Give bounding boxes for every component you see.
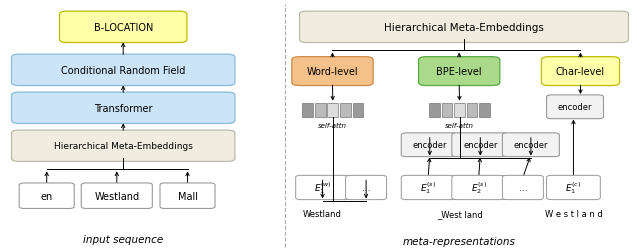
Text: Hierarchical Meta-Embeddings: Hierarchical Meta-Embeddings xyxy=(384,23,544,33)
Text: Mall: Mall xyxy=(177,191,198,201)
Text: Word-level: Word-level xyxy=(307,67,358,77)
Text: ...: ... xyxy=(518,183,527,192)
Bar xyxy=(315,104,326,117)
Bar xyxy=(429,104,440,117)
Bar xyxy=(454,104,465,117)
FancyBboxPatch shape xyxy=(300,12,628,43)
FancyBboxPatch shape xyxy=(401,176,455,200)
Bar xyxy=(340,104,351,117)
FancyBboxPatch shape xyxy=(19,183,74,209)
FancyBboxPatch shape xyxy=(12,131,235,162)
Text: encoder: encoder xyxy=(514,141,548,150)
FancyBboxPatch shape xyxy=(419,57,500,86)
FancyBboxPatch shape xyxy=(12,93,235,124)
Text: ...: ... xyxy=(362,183,371,192)
Text: Westland: Westland xyxy=(303,209,342,218)
Text: Westland: Westland xyxy=(94,191,140,201)
Text: en: en xyxy=(40,191,53,201)
Text: Char-level: Char-level xyxy=(556,67,605,77)
FancyBboxPatch shape xyxy=(452,133,509,157)
Text: B-LOCATION: B-LOCATION xyxy=(93,23,153,33)
FancyBboxPatch shape xyxy=(12,55,235,86)
Bar xyxy=(353,104,364,117)
Text: Transformer: Transformer xyxy=(94,103,152,113)
Bar xyxy=(479,104,490,117)
Text: _West land: _West land xyxy=(436,209,483,218)
Text: meta-representations: meta-representations xyxy=(403,236,516,246)
FancyBboxPatch shape xyxy=(547,96,604,119)
Text: encoder: encoder xyxy=(413,141,447,150)
FancyBboxPatch shape xyxy=(547,176,600,200)
Text: self-attn: self-attn xyxy=(445,122,474,128)
Text: $E_1^{(s)}$: $E_1^{(s)}$ xyxy=(420,180,436,196)
FancyBboxPatch shape xyxy=(160,183,215,209)
FancyBboxPatch shape xyxy=(60,12,187,43)
FancyBboxPatch shape xyxy=(452,176,506,200)
FancyBboxPatch shape xyxy=(296,176,349,200)
Bar xyxy=(303,104,313,117)
Text: BPE-level: BPE-level xyxy=(436,67,482,77)
FancyBboxPatch shape xyxy=(81,183,152,209)
FancyBboxPatch shape xyxy=(502,133,559,157)
Text: encoder: encoder xyxy=(558,103,592,112)
Text: self-attn: self-attn xyxy=(318,122,348,128)
FancyBboxPatch shape xyxy=(502,176,543,200)
Text: Hierarchical Meta-Embeddings: Hierarchical Meta-Embeddings xyxy=(54,142,193,151)
Bar xyxy=(467,104,477,117)
FancyBboxPatch shape xyxy=(346,176,387,200)
Bar xyxy=(328,104,338,117)
Text: encoder: encoder xyxy=(463,141,497,150)
Text: Conditional Random Field: Conditional Random Field xyxy=(61,66,186,76)
FancyBboxPatch shape xyxy=(292,57,373,86)
Text: $E_1^{(c)}$: $E_1^{(c)}$ xyxy=(565,180,582,196)
Text: input sequence: input sequence xyxy=(83,234,164,244)
Text: $E_1^{(w)}$: $E_1^{(w)}$ xyxy=(314,180,332,196)
FancyBboxPatch shape xyxy=(401,133,458,157)
FancyBboxPatch shape xyxy=(541,57,620,86)
Text: W e s t l a n d: W e s t l a n d xyxy=(545,209,602,218)
Text: $E_2^{(s)}$: $E_2^{(s)}$ xyxy=(470,180,487,196)
Bar xyxy=(442,104,452,117)
